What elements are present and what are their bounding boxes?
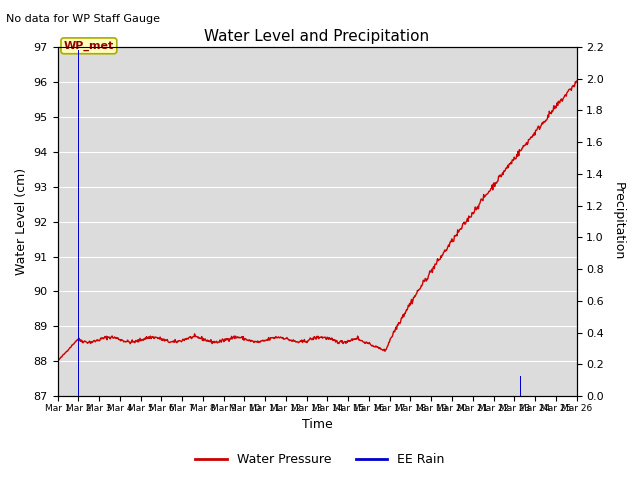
- X-axis label: Time: Time: [301, 419, 332, 432]
- Text: No data for WP Staff Gauge: No data for WP Staff Gauge: [6, 14, 161, 24]
- Title: Water Level and Precipitation: Water Level and Precipitation: [205, 29, 429, 44]
- Y-axis label: Precipitation: Precipitation: [612, 182, 625, 261]
- Bar: [520, 375, 521, 396]
- Bar: [77, 50, 79, 396]
- Text: WP_met: WP_met: [64, 41, 114, 51]
- Y-axis label: Water Level (cm): Water Level (cm): [15, 168, 28, 275]
- Legend: Water Pressure, EE Rain: Water Pressure, EE Rain: [190, 448, 450, 471]
